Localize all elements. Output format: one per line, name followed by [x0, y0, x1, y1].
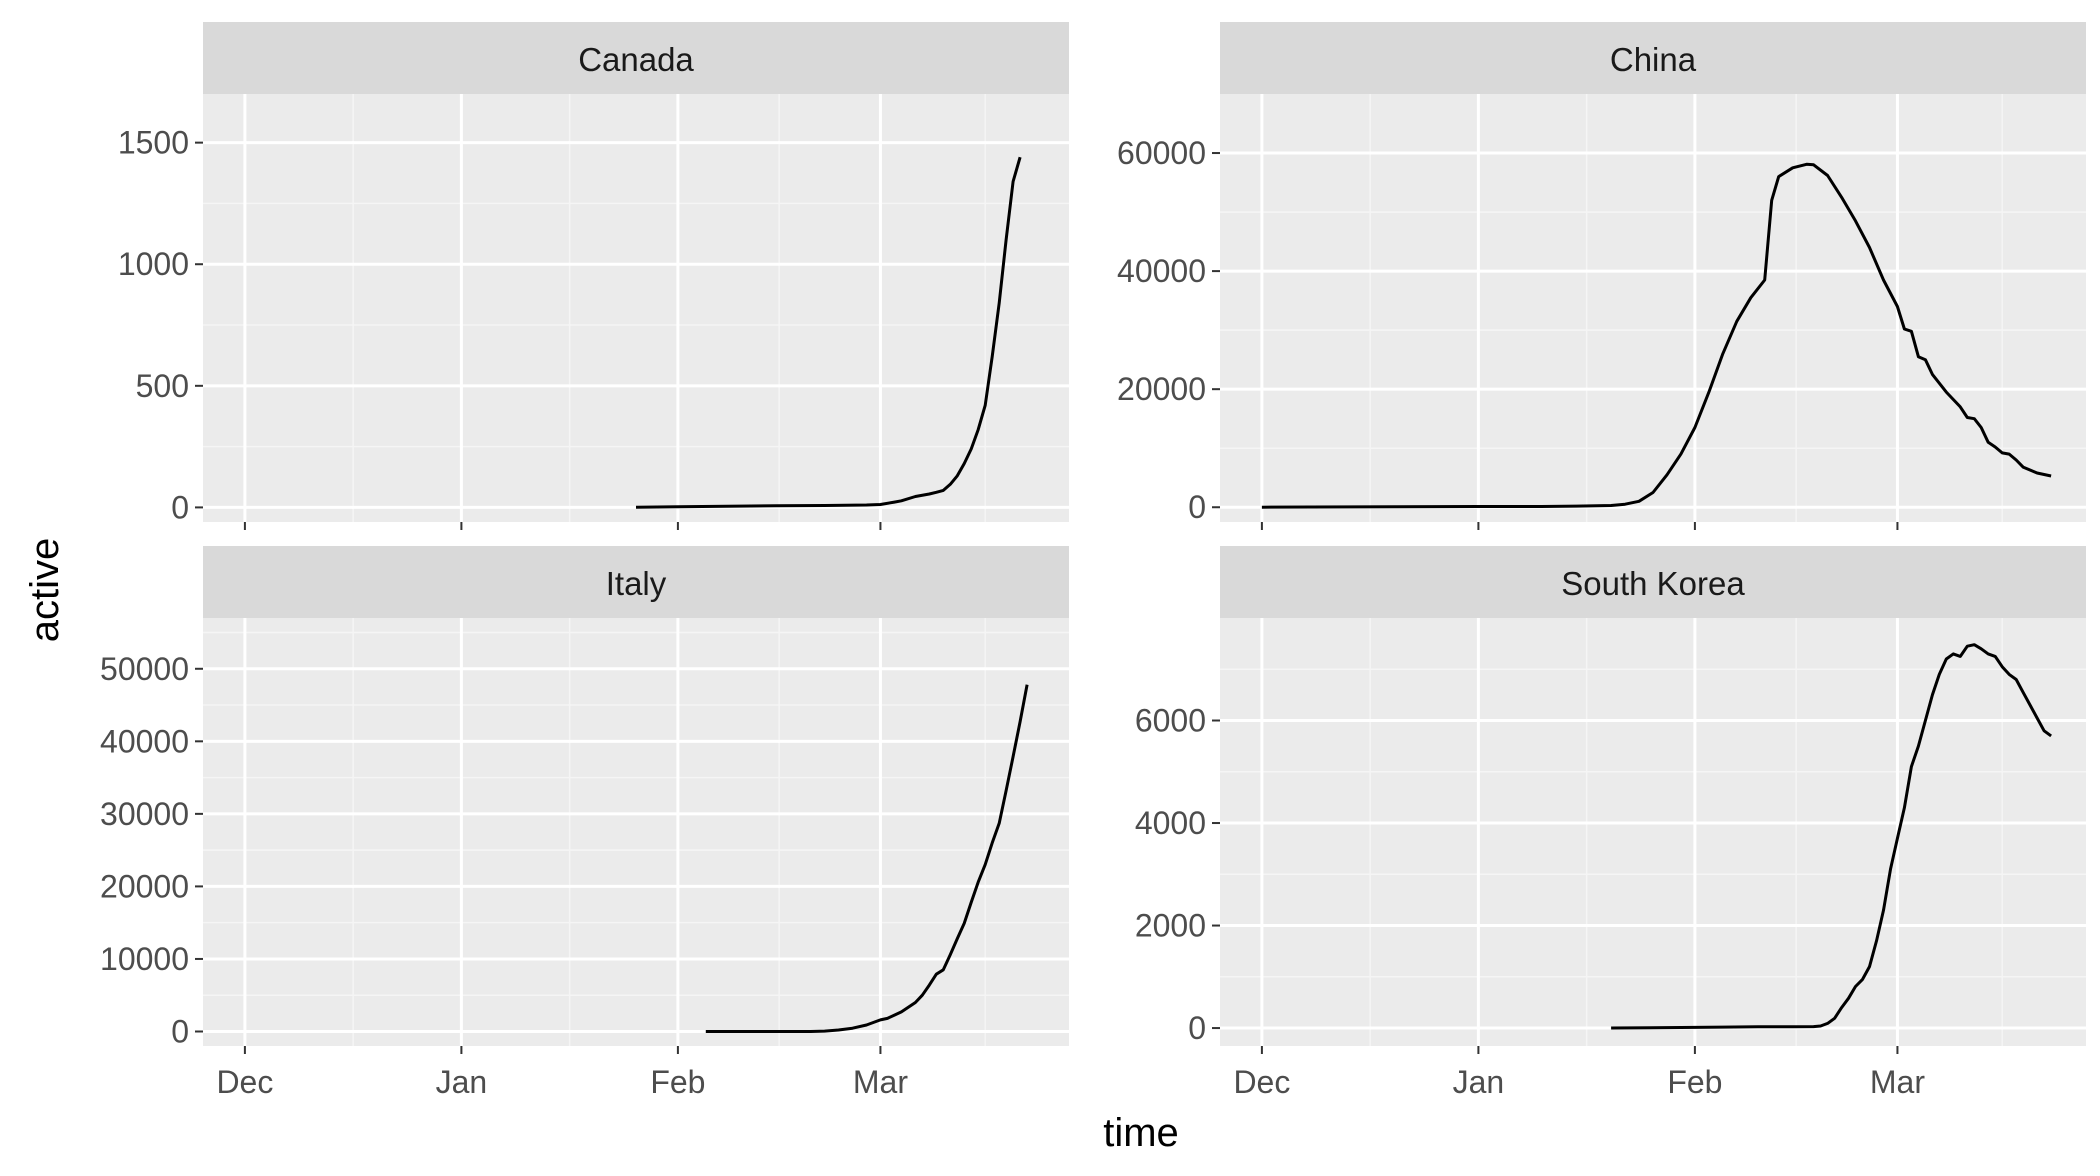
- y-tick-label: 0: [171, 1013, 189, 1049]
- facet-title: South Korea: [1561, 565, 1745, 602]
- x-axis-title: time: [1103, 1111, 1179, 1155]
- panel-background: [1220, 618, 2086, 1046]
- series-line-canada: [635, 156, 1022, 509]
- y-tick-label: 30000: [100, 796, 189, 832]
- x-tick-label: Jan: [436, 1064, 488, 1100]
- chart-panels: Canada050010001500China0200004000060000I…: [100, 22, 2086, 1100]
- x-tick-label: Mar: [1870, 1064, 1925, 1100]
- x-tick-label: Feb: [650, 1064, 705, 1100]
- y-tick-label: 40000: [1117, 253, 1206, 289]
- y-tick-label: 10000: [100, 941, 189, 977]
- facet-canada: Canada 0 500 1000 1500: [118, 22, 1069, 530]
- facet-italy: Italy 0 10000 20000 30000 40000 50000 Dec Jan Feb…: [100, 546, 1069, 1100]
- panel-background: [1220, 94, 2086, 522]
- series-line-china: [1261, 162, 2052, 509]
- facet-strip: [203, 546, 1069, 618]
- y-tick-label: 1500: [118, 125, 189, 161]
- y-tick-label: 500: [136, 368, 189, 404]
- y-tick-label: 4000: [1135, 805, 1206, 841]
- y-tick-label: 0: [171, 489, 189, 525]
- facet-strip: [203, 22, 1069, 94]
- y-tick-label: 0: [1188, 1010, 1206, 1046]
- facet-strip: [1220, 546, 2086, 618]
- series-line-italy: [705, 684, 1029, 1033]
- panel-background: [203, 618, 1069, 1046]
- y-tick-label: 50000: [100, 651, 189, 687]
- x-tick-label: Jan: [1453, 1064, 1505, 1100]
- facet-title: China: [1610, 41, 1697, 78]
- y-tick-label: 1000: [118, 246, 189, 282]
- x-tick-label: Feb: [1667, 1064, 1722, 1100]
- y-tick-label: 0: [1188, 489, 1206, 525]
- y-tick-label: 6000: [1135, 703, 1206, 739]
- y-tick-label: 60000: [1117, 135, 1206, 171]
- y-tick-label: 40000: [100, 723, 189, 759]
- facet-china: China 0 20000 40000 60000: [1117, 22, 2086, 530]
- y-tick-label: 20000: [100, 868, 189, 904]
- facet-title: Italy: [606, 565, 667, 602]
- x-tick-label: Dec: [1233, 1064, 1290, 1100]
- x-tick-label: Dec: [216, 1064, 273, 1100]
- x-tick-label: Mar: [853, 1064, 908, 1100]
- series-line-south-korea: [1611, 643, 2052, 1030]
- facet-title: Canada: [578, 41, 694, 78]
- facet-south-korea: South Korea 0 2000 4000 6000 Dec Jan Feb Mar: [1135, 546, 2086, 1100]
- y-tick-label: 20000: [1117, 371, 1206, 407]
- y-axis-title: active: [23, 538, 67, 643]
- panel-background: [203, 94, 1069, 522]
- y-tick-label: 2000: [1135, 908, 1206, 944]
- facet-strip: [1220, 22, 2086, 94]
